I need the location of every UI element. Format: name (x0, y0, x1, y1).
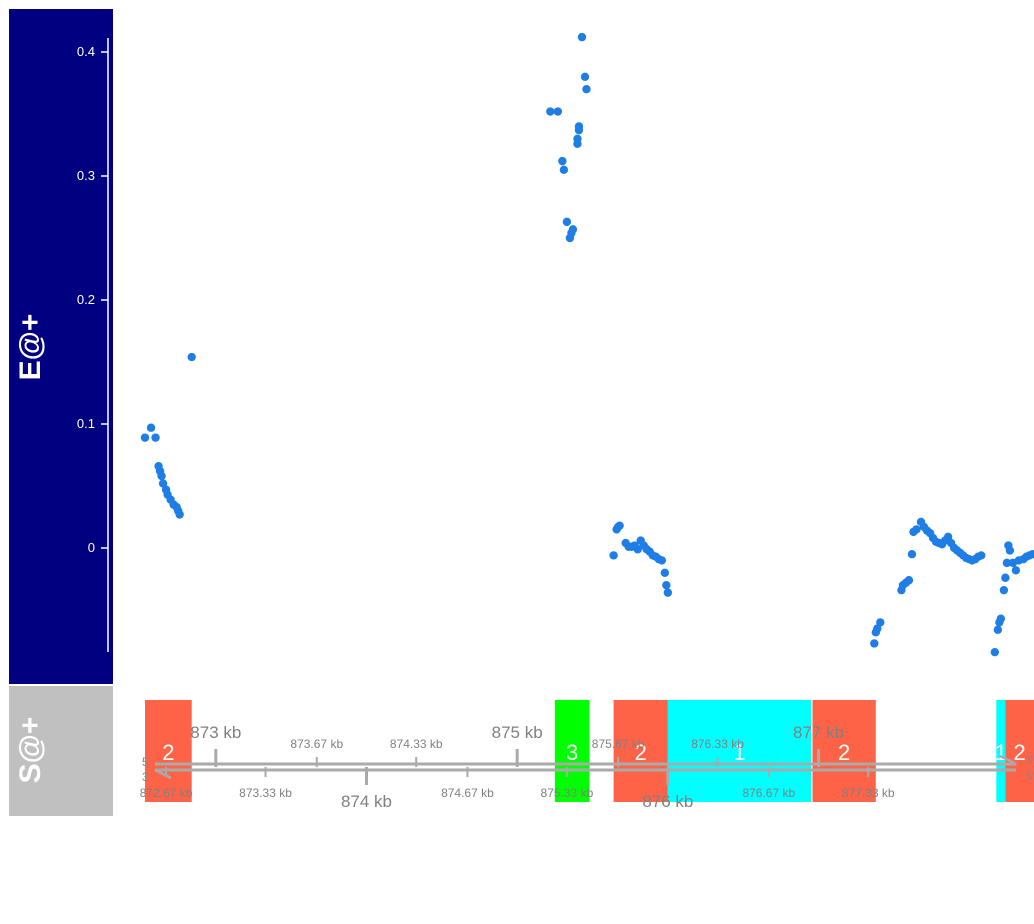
data-point (993, 625, 1003, 635)
state-segment (613, 700, 668, 802)
genome-major-tick-label: 876 kb (642, 792, 693, 811)
state-segment-label: 2 (162, 740, 174, 765)
genome-major-tick-label: 875 kb (492, 723, 543, 742)
data-point (187, 352, 196, 362)
data-point (999, 585, 1009, 595)
genome-minor-tick-label: 875.67 kb (592, 737, 645, 751)
data-point (151, 433, 160, 442)
state-segment (145, 700, 192, 802)
genome-axis-arrow-right (999, 754, 1017, 766)
data-point (1005, 546, 1015, 555)
data-point (573, 134, 582, 143)
strand-label-bottom-left: 3' (142, 770, 151, 784)
data-point (663, 588, 673, 597)
strand-label-bottom-right: 5' (1026, 769, 1034, 783)
strand-label-top-left: 5' (142, 755, 151, 769)
genome-minor-tick-label: 873.67 kb (290, 737, 343, 751)
state-track-title-panel (9, 686, 113, 816)
state-segment (812, 700, 876, 802)
data-point (582, 85, 591, 94)
state-segment (667, 700, 811, 802)
state-segment (1005, 700, 1034, 802)
state-segment-label: 2 (838, 740, 850, 765)
y-tick-label: 0.3 (77, 168, 95, 183)
genome-minor-tick-label: 877.33 kb (842, 786, 895, 800)
genome-major-tick-label: 874 kb (341, 792, 392, 811)
strand-label-top-right: 3' (1026, 753, 1034, 767)
state-segment-label: 2 (1014, 740, 1026, 765)
data-point (157, 471, 166, 481)
genome-axis: 873 kb 874 kb 875 kb 876 kb 877 kb 872.67 kb 8… (140, 723, 1017, 811)
data-point (574, 125, 584, 135)
data-point (580, 72, 590, 82)
state-segment (554, 700, 590, 802)
data-point (559, 165, 569, 174)
data-track-title-panel (9, 9, 113, 684)
state-segment-label: 1 (733, 740, 745, 765)
data-point (158, 479, 168, 488)
state-segment-label: 2 (635, 740, 647, 765)
data-point (609, 551, 618, 560)
genome-minor-tick-label: 874.67 kb (441, 786, 494, 800)
data-point (1001, 573, 1010, 582)
data-point (873, 624, 882, 633)
state-segment-label: 3 (566, 740, 578, 765)
y-tick-label: 0.4 (77, 44, 95, 59)
data-point (904, 576, 914, 585)
genome-minor-tick-label: 872.67 kb (140, 786, 193, 800)
data-point (140, 433, 150, 442)
data-point (907, 550, 917, 559)
y-tick-label: 0.2 (77, 292, 95, 307)
state-segment-label: 1 (995, 740, 1007, 765)
data-point (943, 532, 953, 542)
data-points (140, 32, 1034, 657)
state-segment (996, 700, 1006, 802)
data-point (1002, 558, 1012, 568)
data-point (662, 581, 671, 590)
genome-minor-tick-label: 876.33 kb (691, 737, 744, 751)
data-point (577, 32, 587, 42)
data-point (146, 423, 156, 432)
data-point (615, 521, 624, 530)
y-tick-label: 0.1 (77, 416, 95, 431)
data-point (546, 107, 555, 116)
data-point (870, 639, 879, 648)
data-point (996, 614, 1006, 623)
state-track-title: S@+ (14, 717, 47, 784)
data-point (633, 545, 642, 554)
genome-minor-tick-label: 876.67 kb (742, 786, 795, 800)
data-point (558, 156, 567, 166)
y-axis: 0 0.1 0.2 0.3 0.4 (77, 38, 109, 652)
genome-minor-tick-label: 874.33 kb (390, 737, 443, 751)
y-tick-label: 0 (88, 540, 95, 555)
data-point (660, 568, 670, 577)
data-point (175, 510, 184, 519)
genome-minor-tick-label: 873.33 kb (239, 786, 292, 800)
data-point (568, 225, 578, 234)
data-point (977, 551, 986, 560)
genome-minor-tick-label: 875.33 kb (541, 786, 594, 800)
data-point (553, 107, 563, 116)
data-point (562, 217, 572, 227)
data-point (876, 618, 885, 627)
data-point (1011, 566, 1021, 575)
data-point (912, 525, 921, 534)
data-point (1028, 550, 1034, 559)
data-point (990, 647, 1000, 657)
data-point (657, 556, 667, 565)
genome-major-tick-label: 877 kb (793, 723, 844, 742)
genome-major-tick-label: 873 kb (190, 723, 241, 742)
data-track-title: E@+ (14, 314, 47, 381)
